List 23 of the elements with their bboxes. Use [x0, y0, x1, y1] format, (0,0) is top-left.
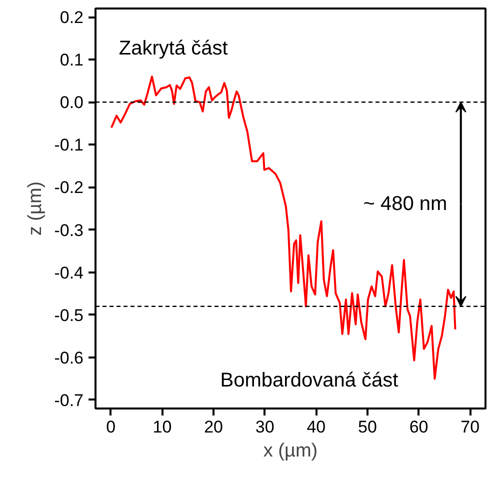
y-tick-label: -0.5	[54, 306, 84, 325]
x-tick-label: 0	[106, 418, 116, 436]
y-tick-label: -0.7	[54, 390, 84, 410]
y-tick-label: -0.3	[54, 220, 84, 240]
y-tick-label: 0.1	[60, 50, 84, 70]
annotation: Bombardovaná část	[220, 370, 399, 392]
x-axis-title: x (µm)	[263, 440, 318, 462]
x-tick-label: 40	[306, 418, 326, 436]
x-tick-label: 50	[358, 418, 377, 436]
y-axis-title: z (µm)	[25, 181, 46, 236]
y-tick-label: 0.0	[60, 93, 84, 112]
y-tick-label: -0.1	[54, 136, 84, 155]
y-tick-label: -0.6	[54, 348, 84, 368]
annotation: Zakrytá část	[118, 38, 228, 60]
y-tick-label: 0.2	[60, 8, 84, 28]
x-tick-label: 10	[152, 418, 172, 436]
x-tick-label: 30	[255, 418, 274, 436]
annotation: ~ 480 nm	[363, 193, 448, 216]
x-tick-label: 60	[409, 418, 428, 436]
x-tick-label: 70	[460, 418, 480, 436]
x-tick-label: 20	[204, 418, 223, 436]
y-tick-label: -0.4	[54, 263, 84, 282]
y-tick-label: -0.2	[54, 178, 84, 198]
